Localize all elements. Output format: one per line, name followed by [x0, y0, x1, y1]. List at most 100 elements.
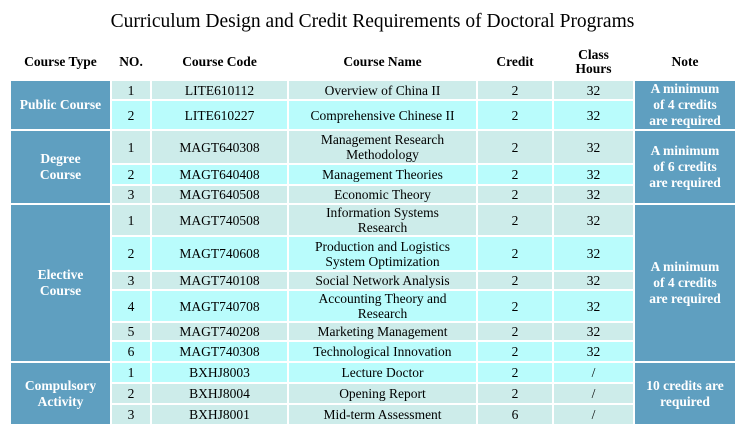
course-name-label: Comprehensive Chinese II	[310, 107, 455, 123]
hours-cell: 32	[552, 78, 635, 102]
course-name-label: Overview of China II	[324, 82, 441, 98]
table-row: 3 BXHJ8001 Mid-term Assessment 6/	[10, 403, 736, 426]
hours-cell: /	[552, 361, 635, 384]
hours-cell: 32	[552, 203, 635, 237]
no-cell: 2	[110, 163, 152, 186]
hours-cell: 32	[552, 321, 635, 342]
note-label: A minimum of 4 credits are required	[649, 81, 721, 128]
credit-cell: 2	[476, 361, 554, 384]
no-cell: 1	[110, 203, 152, 237]
credit-cell: 2	[476, 235, 554, 272]
note-cell: A minimum of 4 credits are required	[633, 203, 737, 363]
course-name-label: Management Research Methodology	[320, 132, 445, 162]
code-cell: BXHJ8001	[150, 403, 289, 426]
course-name-label: Production and Logistics System Optimiza…	[315, 238, 450, 269]
table-row: Compulsory Activity 1 BXHJ8003 Lecture Doct…	[9, 361, 737, 426]
note-label: A minimum of 4 credits are required	[649, 259, 721, 306]
note-label: A minimum of 6 credits are required	[649, 143, 721, 190]
note-cell: A minimum of 6 credits are required	[633, 129, 737, 205]
header-class-hours: Class Hours	[553, 44, 634, 80]
header-course-type: Course Type	[24, 53, 97, 69]
course-name-cell: Management Theories	[287, 163, 478, 186]
course-name-cell: Management Research Methodology	[287, 129, 478, 165]
course-name-cell: Lecture Doctor	[287, 361, 478, 384]
header-course-name: Course Name	[343, 53, 422, 69]
header-course-code: Course Code	[182, 53, 257, 69]
course-name-cell: Economic Theory	[287, 184, 478, 205]
credit-cell: 2	[476, 129, 554, 165]
course-type-cell: Degree Course	[9, 129, 112, 205]
no-cell: 3	[110, 403, 152, 426]
code-cell: BXHJ8003	[150, 361, 289, 384]
course-name-cell: Marketing Management	[287, 321, 478, 342]
course-name-cell: Opening Report	[287, 382, 478, 405]
header-row: Course Type NO. Course Code Course Name …	[10, 44, 736, 80]
code-cell: MAGT640408	[150, 163, 289, 186]
course-name-label: Economic Theory	[334, 187, 431, 202]
course-name-label: Social Network Analysis	[315, 273, 450, 288]
note-cell: A minimum of 4 credits are required	[633, 79, 737, 131]
code-cell: MAGT740208	[150, 321, 289, 342]
code-cell: MAGT740608	[150, 235, 289, 272]
course-name-cell: Information Systems Research	[287, 203, 478, 237]
no-cell: 2	[110, 382, 152, 405]
table-row: 4 MAGT740708 Accounting Theory and Researc…	[10, 289, 736, 323]
table-row: 3 MAGT740108 Social Network Analysis 2 32	[10, 270, 736, 291]
course-name-label: Opening Report	[339, 386, 426, 401]
no-cell: 5	[110, 321, 152, 342]
credit-cell: 2	[476, 289, 554, 323]
course-name-cell: Mid-term Assessment	[287, 403, 478, 426]
credit-cell: 6	[476, 403, 554, 426]
no-cell: 3	[110, 184, 152, 205]
table-row: 2 MAGT640408 Management Theories 2 32	[10, 163, 736, 186]
credit-cell: 2	[476, 382, 554, 405]
hours-cell: 32	[552, 163, 635, 186]
no-cell: 2	[110, 235, 152, 272]
table-row: Elective Course 1 MAGT740508 Information Sy…	[9, 203, 737, 363]
hours-cell: 32	[552, 129, 635, 165]
code-cell: LITE610112	[150, 78, 289, 102]
table-row: 3 MAGT640508 Economic Theory 2 32	[10, 184, 736, 205]
header-credit: Credit	[496, 53, 534, 69]
credit-cell: 2	[476, 163, 554, 186]
credit-cell: 2	[476, 203, 554, 237]
page-title: Curriculum Design and Credit Requirement…	[110, 11, 635, 32]
table-row: 2 BXHJ8004 Opening Report 2/	[10, 382, 736, 405]
course-name-label: Management Theories	[322, 167, 443, 182]
table-row: 6 MAGT740308 Technological Innovation 2 32	[10, 340, 736, 363]
credit-cell: 2	[476, 270, 554, 291]
course-name-cell: Accounting Theory and Research	[287, 289, 478, 323]
course-type-label: Compulsory Activity	[24, 377, 97, 409]
course-type-label: Public Course	[19, 97, 102, 112]
course-name-cell: Production and Logistics System Optimiza…	[287, 235, 478, 272]
code-cell: MAGT740508	[150, 203, 289, 237]
hours-cell: 32	[552, 340, 635, 363]
no-cell: 1	[110, 78, 152, 102]
hours-cell: 32	[552, 184, 635, 205]
course-name-label: Accounting Theory and Research	[318, 291, 447, 321]
no-cell: 3	[110, 270, 152, 291]
course-name-label: Information Systems Research	[326, 205, 439, 235]
course-name-cell: Overview of China II	[287, 78, 478, 102]
course-type-cell: Public Course	[9, 79, 112, 131]
no-cell: 4	[110, 289, 152, 323]
code-cell: LITE610227	[150, 99, 289, 131]
credit-cell: 2	[476, 184, 554, 205]
credit-cell: 2	[476, 99, 554, 131]
course-name-label: Mid-term Assessment	[323, 407, 442, 422]
no-cell: 2	[110, 99, 152, 131]
course-name-label: Lecture Doctor	[341, 365, 424, 380]
credit-cell: 2	[476, 78, 554, 102]
code-cell: MAGT640508	[150, 184, 289, 205]
course-name-label: Marketing Management	[317, 324, 448, 339]
course-type-label: Degree Course	[39, 151, 82, 182]
code-cell: MAGT740708	[150, 289, 289, 323]
table-row: 2 MAGT740608 Production and Logistics Syst…	[10, 235, 736, 272]
course-type-label: Elective Course	[37, 267, 84, 298]
hours-cell: 32	[552, 289, 635, 323]
hours-cell: 32	[552, 99, 635, 131]
course-type-cell: Elective Course	[9, 203, 112, 363]
hours-cell: 32	[552, 270, 635, 291]
table-row: 2 LITE610227 Comprehensive Chinese II 2 32	[10, 99, 736, 131]
code-cell: MAGT740108	[150, 270, 289, 291]
